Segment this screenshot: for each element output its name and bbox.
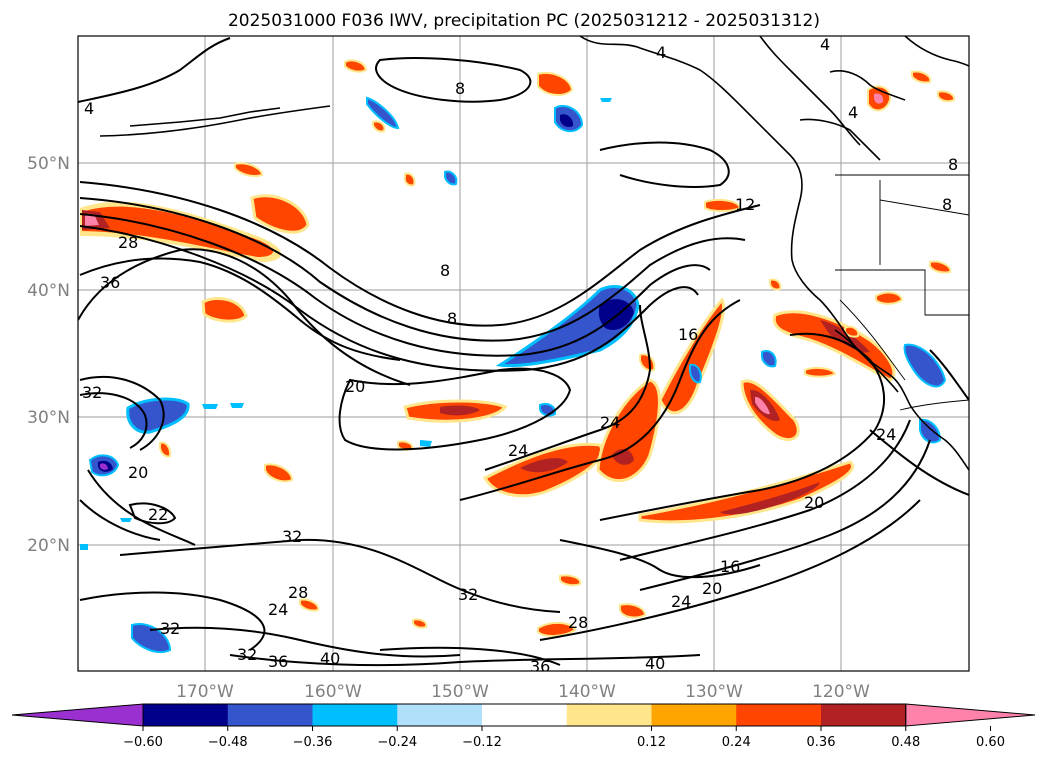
lon-label: 130°W bbox=[685, 682, 743, 702]
colorbar-segment bbox=[397, 704, 483, 726]
colorbar-segment bbox=[143, 704, 229, 726]
colorbar-segment bbox=[312, 704, 398, 726]
lat-label: 50°N bbox=[27, 154, 70, 174]
contour-label: 16 bbox=[678, 325, 698, 344]
contour-label: 20 bbox=[128, 463, 148, 482]
contour-label: 12 bbox=[735, 195, 755, 214]
contour-label: 32 bbox=[160, 619, 180, 638]
colorbar-segment bbox=[566, 704, 652, 726]
contour-label: 8 bbox=[447, 309, 457, 328]
contour-label: 28 bbox=[568, 613, 588, 632]
lon-label: 140°W bbox=[558, 682, 616, 702]
colorbar-tick-label: −0.12 bbox=[462, 735, 502, 750]
precip-cell-160w-42n bbox=[250, 194, 310, 234]
contour-label: 32 bbox=[237, 645, 257, 664]
colorbar-tick-label: −0.60 bbox=[123, 735, 163, 750]
contour-label: 20 bbox=[804, 493, 824, 512]
contour-label: 36 bbox=[100, 273, 120, 292]
iwv-contours bbox=[78, 37, 969, 667]
precip-cell-143w-13n bbox=[537, 622, 577, 637]
contour-label: 40 bbox=[645, 654, 665, 673]
map-title: 2025031000 F036 IWV, precipitation PC (2… bbox=[228, 11, 820, 31]
precip-band-131w bbox=[658, 297, 725, 415]
contour-label: 32 bbox=[82, 383, 102, 402]
map-frame bbox=[77, 35, 970, 672]
precip-cell-138w-15n bbox=[619, 603, 647, 619]
coastlines bbox=[99, 36, 969, 471]
contour-label: 28 bbox=[118, 233, 138, 252]
contour-label: 4 bbox=[848, 103, 858, 122]
contour-label: 24 bbox=[508, 441, 528, 460]
contour-label: 4 bbox=[820, 35, 830, 54]
contour-label: 24 bbox=[600, 413, 620, 432]
contour-label: 8 bbox=[948, 155, 958, 174]
lon-label: 160°W bbox=[304, 682, 362, 702]
political-borders bbox=[835, 174, 969, 411]
contour-label: 8 bbox=[942, 195, 952, 214]
colorbar-extend-min bbox=[11, 703, 144, 727]
contour-label: 24 bbox=[268, 600, 288, 619]
precip-cell-gulf-alaska bbox=[537, 72, 574, 96]
precip-band-coastal bbox=[772, 310, 896, 382]
colorbar-extend-max bbox=[905, 703, 1036, 727]
precip-band-southeast bbox=[638, 460, 854, 524]
lat-label: 40°N bbox=[27, 281, 70, 301]
lat-label: 30°N bbox=[27, 408, 70, 428]
longitude-axis-labels: 170°W 160°W 150°W 140°W 130°W 120°W bbox=[176, 682, 870, 702]
precip-cell-170w-38n bbox=[201, 297, 248, 323]
contour-label: 16 bbox=[720, 557, 740, 576]
lon-label: 150°W bbox=[431, 682, 489, 702]
colorbar-segment bbox=[736, 704, 822, 726]
precip-neg-cell-dateline bbox=[126, 397, 190, 434]
colorbar-segment bbox=[821, 704, 907, 726]
colorbar-tick-label: −0.24 bbox=[377, 735, 417, 750]
precip-cell-130w-46n bbox=[704, 199, 742, 212]
colorbar-tick-label: 0.24 bbox=[722, 735, 751, 750]
colorbar-tick-label: −0.48 bbox=[208, 735, 248, 750]
lon-label: 120°W bbox=[812, 682, 870, 702]
contour-label: 32 bbox=[282, 527, 302, 546]
contour-label: 22 bbox=[148, 505, 168, 524]
latitude-axis-labels: 50°N 40°N 30°N 20°N bbox=[27, 154, 70, 556]
contour-label: 8 bbox=[440, 261, 450, 280]
colorbar-segment bbox=[482, 704, 568, 726]
colorbar-tick-label: 0.60 bbox=[976, 735, 1005, 750]
lon-label: 170°W bbox=[176, 682, 234, 702]
precip-neg-cell-baja bbox=[903, 343, 947, 388]
colorbar-tick-label: 0.48 bbox=[891, 735, 920, 750]
lat-label: 20°N bbox=[27, 536, 70, 556]
contour-label: 28 bbox=[288, 583, 308, 602]
contour-label: 4 bbox=[656, 43, 666, 62]
colorbar-segment bbox=[651, 704, 737, 726]
contour-label: 8 bbox=[455, 79, 465, 98]
colorbar-tick-label: 0.12 bbox=[637, 735, 666, 750]
contour-labels: 4 4 4 4 8 8 8 8 8 12 16 16 20 20 20 20 2… bbox=[82, 35, 958, 676]
contour-label: 36 bbox=[268, 652, 288, 671]
precip-neg-cell-sw bbox=[131, 623, 172, 654]
contour-label: 4 bbox=[84, 99, 94, 118]
colorbar-segment bbox=[227, 704, 313, 726]
contour-label: 40 bbox=[320, 649, 340, 668]
contour-label: 20 bbox=[345, 377, 365, 396]
colorbar: −0.60 −0.48 −0.36 −0.24 −0.12 0.12 0.24 0.36 0.4… bbox=[11, 703, 1036, 750]
contour-label: 36 bbox=[530, 657, 550, 676]
colorbar-frame bbox=[142, 703, 907, 727]
contour-label: 24 bbox=[671, 592, 691, 611]
colorbar-tick-label: −0.36 bbox=[293, 735, 333, 750]
contour-label: 32 bbox=[458, 585, 478, 604]
precip-cell-163w-22n bbox=[264, 463, 294, 483]
contour-label: 20 bbox=[702, 579, 722, 598]
colorbar-tick-label: 0.36 bbox=[807, 735, 836, 750]
contour-label: 24 bbox=[876, 425, 896, 444]
precip-positive-shading bbox=[80, 59, 956, 637]
